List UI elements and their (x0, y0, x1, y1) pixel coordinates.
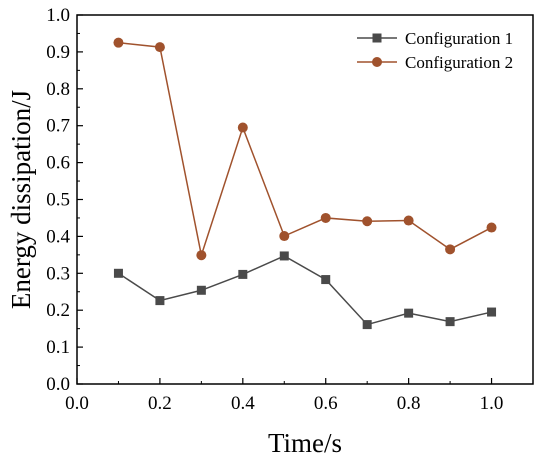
data-point-config1 (155, 296, 165, 306)
y-tick-label: 0.4 (46, 226, 70, 247)
data-point-config1 (238, 269, 248, 279)
legend: Configuration 1 Configuration 2 (357, 29, 513, 72)
legend-label-1: Configuration 1 (405, 29, 513, 48)
legend-marker-square (372, 33, 382, 43)
y-tick-label: 0.2 (46, 300, 70, 321)
y-tick-label: 0.5 (46, 190, 70, 211)
data-point-config1 (445, 317, 455, 327)
data-point-config1 (362, 320, 372, 330)
plot-area: 0.0 0.2 0.4 0.6 0.8 1.0 0.0 0.1 0.2 0.3 0.4 0.5 0.6… (46, 5, 534, 414)
data-point-config1 (196, 285, 206, 295)
y-tick-label: 0.6 (46, 153, 70, 174)
series-line-2 (118, 41, 492, 259)
data-point-config2 (113, 37, 124, 48)
data-point-config1 (321, 275, 331, 285)
data-point-config2 (196, 250, 207, 261)
data-point-config1 (279, 251, 289, 261)
data-point-config2 (320, 212, 331, 223)
y-axis: 0.0 0.1 0.2 0.3 0.4 0.5 0.6 0.7 0.8 0.9 1.0 (46, 5, 83, 395)
series-layer (113, 37, 497, 330)
legend-label-2: Configuration 2 (405, 53, 513, 72)
x-tick-label: 0.0 (65, 393, 89, 414)
data-point-config1 (113, 268, 123, 278)
data-point-config2 (237, 122, 248, 133)
data-point-config2 (362, 216, 373, 227)
x-axis: 0.0 0.2 0.4 0.6 0.8 1.0 (65, 378, 534, 414)
x-tick-label: 0.8 (397, 393, 421, 414)
y-tick-label: 0.9 (46, 42, 70, 63)
x-tick-label: 0.2 (148, 393, 172, 414)
data-point-config2 (445, 244, 456, 255)
y-tick-label: 1.0 (46, 5, 70, 26)
x-tick-label: 0.6 (314, 393, 338, 414)
data-point-config1 (404, 308, 414, 318)
x-axis-title: Time/s (268, 428, 342, 458)
x-tick-label: 1.0 (480, 393, 504, 414)
series-line-1 (118, 255, 492, 326)
data-point-config2 (403, 215, 414, 226)
y-tick-label: 0.1 (46, 337, 70, 358)
data-point-config2 (154, 42, 165, 53)
data-point-config2 (486, 222, 497, 233)
x-tick-label: 0.4 (231, 393, 255, 414)
data-point-config1 (487, 307, 497, 317)
data-point-config2 (279, 231, 290, 242)
y-tick-label: 0.8 (46, 79, 70, 100)
y-tick-label: 0.3 (46, 263, 70, 284)
legend-marker-circle (372, 57, 382, 67)
y-tick-label: 0.0 (46, 374, 70, 395)
y-axis-title: Energy dissipation/J (6, 90, 36, 309)
y-tick-label: 0.7 (46, 116, 70, 137)
